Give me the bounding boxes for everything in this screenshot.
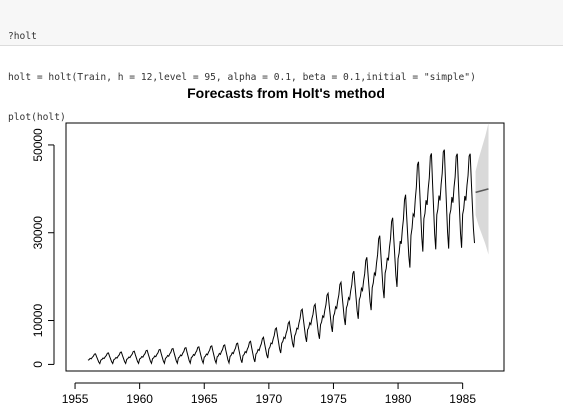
prediction-interval-band xyxy=(475,123,489,255)
chart-svg: Forecasts from Holt's method 1955 1960 196… xyxy=(31,85,505,406)
plot-frame xyxy=(65,122,505,372)
chart-title: Forecasts from Holt's method xyxy=(187,85,385,101)
x-tick-label: 1975 xyxy=(320,392,347,406)
code-line: holt = holt(Train, h = 12,level = 95, al… xyxy=(8,71,476,83)
code-line: ?holt xyxy=(8,31,37,42)
x-tick-label: 1980 xyxy=(385,392,412,406)
code-block: ?holt holt = holt(Train, h = 12,level = … xyxy=(0,0,563,123)
y-tick-label: 0 xyxy=(31,361,45,368)
x-tick-label: 1965 xyxy=(191,392,218,406)
x-tick-label: 1960 xyxy=(126,392,153,406)
y-tick-label: 30000 xyxy=(31,216,45,250)
y-tick-label: 10000 xyxy=(31,304,45,338)
observed-series-line xyxy=(87,149,475,365)
x-tick-label: 1970 xyxy=(255,392,282,406)
code-line: plot(holt) xyxy=(8,112,66,123)
plot-area: Forecasts from Holt's method 1955 1960 196… xyxy=(0,46,563,408)
x-axis: 1955 1960 1965 1970 1975 1980 1985 xyxy=(62,382,476,406)
forecast-line xyxy=(475,188,489,194)
chart-marks xyxy=(87,123,489,365)
x-tick-label: 1985 xyxy=(449,392,476,406)
x-tick-label: 1955 xyxy=(62,392,89,406)
y-tick-label: 50000 xyxy=(31,128,45,162)
y-axis: 0 10000 30000 50000 xyxy=(31,128,55,368)
